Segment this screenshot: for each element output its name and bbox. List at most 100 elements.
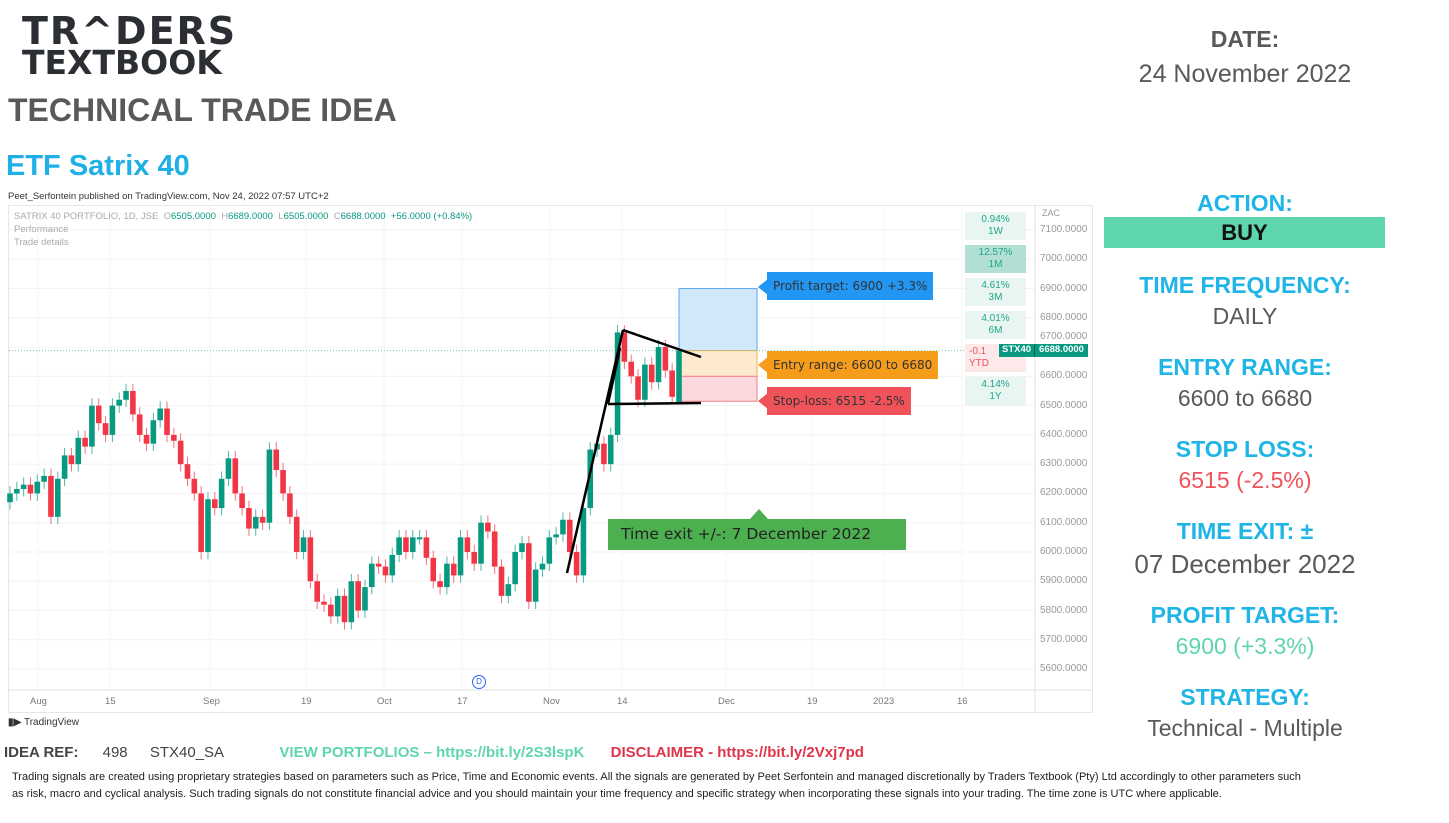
candle-body	[546, 537, 553, 564]
disclaimer-link[interactable]: DISCLAIMER - https://bit.ly/2Vxj7pd	[610, 744, 864, 761]
candle-body	[205, 499, 211, 552]
candle-body	[580, 508, 587, 576]
logo-line1: TR^DERS	[22, 9, 238, 53]
profit-target-heading: PROFIT TARGET:	[1150, 602, 1340, 628]
candle-body	[621, 332, 628, 362]
candle-body	[560, 519, 566, 535]
candle-body	[314, 581, 320, 602]
close-label: C	[333, 211, 341, 222]
candle-body	[416, 537, 423, 540]
candle-body	[54, 478, 61, 517]
dividend-marker-icon[interactable]: D	[472, 675, 486, 689]
candle-body	[614, 332, 621, 435]
candle-body	[642, 364, 648, 400]
candle-body	[566, 519, 573, 552]
perf-value: 0.94%	[981, 214, 1010, 225]
x-tick: 14	[617, 696, 628, 707]
candle-body	[450, 563, 457, 576]
pennant-trendline	[622, 328, 702, 359]
candle-body	[280, 470, 286, 494]
view-portfolios-link[interactable]: VIEW PORTFOLIOS – https://bit.ly/2S3lspK	[279, 744, 585, 761]
candle-body	[116, 399, 123, 406]
candle-body	[491, 531, 498, 567]
x-tick: 19	[301, 696, 312, 707]
perf-value: 4.14%	[981, 379, 1010, 390]
entry-range-value: 6600 to 6680	[1177, 385, 1313, 411]
label-pointer-icon	[758, 357, 768, 373]
perf-1w: 0.94% 1W	[965, 212, 1026, 240]
candle-body	[532, 569, 539, 602]
candle-body	[177, 440, 184, 465]
candle-body	[95, 405, 102, 424]
entry-range-label[interactable]: Entry range: 6600 to 6680	[767, 351, 939, 379]
profit-target-label[interactable]: Profit target: 6900 +3.3%	[767, 272, 934, 300]
change-value: +56.0000 (+0.84%)	[390, 211, 473, 222]
candle-body	[300, 537, 307, 552]
perf-value: -0.1	[969, 346, 987, 357]
candle-body	[109, 405, 116, 435]
candle-body	[341, 595, 348, 623]
candle-body	[457, 537, 464, 576]
candle-body	[355, 581, 361, 611]
perf-period: 1M	[988, 259, 1003, 270]
candle-body	[198, 493, 204, 552]
candle-body	[444, 563, 450, 588]
time-exit-label[interactable]: Time exit +/-: 7 December 2022	[608, 519, 906, 550]
stop-loss-heading: STOP LOSS:	[1175, 436, 1315, 462]
candle-body	[130, 390, 136, 415]
candle-body	[403, 537, 409, 552]
pennant-trendline	[607, 401, 702, 406]
candle-body	[382, 566, 389, 576]
y-tick: 5800.0000	[1040, 604, 1088, 616]
candle-body	[423, 537, 430, 558]
candle-body	[150, 420, 157, 444]
idea-ref-code: STX40_SA	[149, 744, 224, 761]
label-pointer-icon	[758, 279, 768, 295]
candle-body	[437, 581, 443, 588]
candle-body	[89, 405, 95, 447]
y-tick: 5600.0000	[1040, 663, 1088, 675]
perf-1m: 12.57% 1M	[965, 245, 1026, 273]
y-tick: 5900.0000	[1040, 575, 1088, 587]
y-tick: 6000.0000	[1040, 545, 1088, 557]
profit-zone	[678, 288, 758, 352]
perf-value: 4.61%	[981, 280, 1010, 291]
page-title: TECHNICAL TRADE IDEA	[8, 92, 397, 128]
label-pointer-icon	[758, 393, 768, 409]
entry-range-heading: ENTRY RANGE:	[1158, 354, 1332, 380]
candle-body	[573, 551, 580, 576]
candle-body	[628, 361, 635, 377]
chart-frame[interactable]	[8, 205, 1093, 713]
perf-value: 4.01%	[981, 313, 1010, 324]
candle-body	[655, 347, 662, 383]
y-tick: 6800.0000	[1040, 311, 1088, 323]
candle-body	[266, 449, 273, 523]
performance-toggle[interactable]: Performance	[14, 224, 69, 235]
candle-body	[123, 390, 129, 400]
candle-body	[334, 595, 341, 617]
perf-value: 12.57%	[978, 247, 1013, 258]
candle-body	[587, 449, 594, 509]
candle-body	[191, 478, 198, 494]
y-tick: 5700.0000	[1040, 633, 1088, 645]
perf-period: 3M	[988, 292, 1003, 303]
x-tick: 19	[807, 696, 818, 707]
candle-body	[369, 563, 375, 588]
price-tag: STX40 6688.0000	[999, 344, 1088, 357]
candle-body	[75, 437, 82, 465]
y-tick: 6600.0000	[1040, 370, 1088, 382]
candle-body	[184, 464, 191, 479]
stop-loss-label[interactable]: Stop-loss: 6515 -2.5%	[767, 387, 911, 415]
frequency-value: DAILY	[1212, 303, 1278, 329]
candle-body	[505, 584, 512, 596]
action-badge: BUY	[1104, 217, 1385, 248]
symbol-line: SATRIX 40 PORTFOLIO, 1D, JSE	[14, 211, 159, 222]
date-value: 24 November 2022	[1138, 60, 1352, 88]
frequency-label: TIME FREQUENCY:	[1139, 272, 1351, 298]
time-exit-pointer-icon	[750, 509, 768, 519]
y-tick: 7000.0000	[1040, 253, 1088, 265]
trade-details-toggle[interactable]: Trade details	[14, 237, 69, 248]
traders-textbook-logo: TR^DERS TEXTBOOK	[22, 9, 238, 79]
candle-body	[464, 537, 471, 552]
candle-body	[307, 537, 314, 582]
